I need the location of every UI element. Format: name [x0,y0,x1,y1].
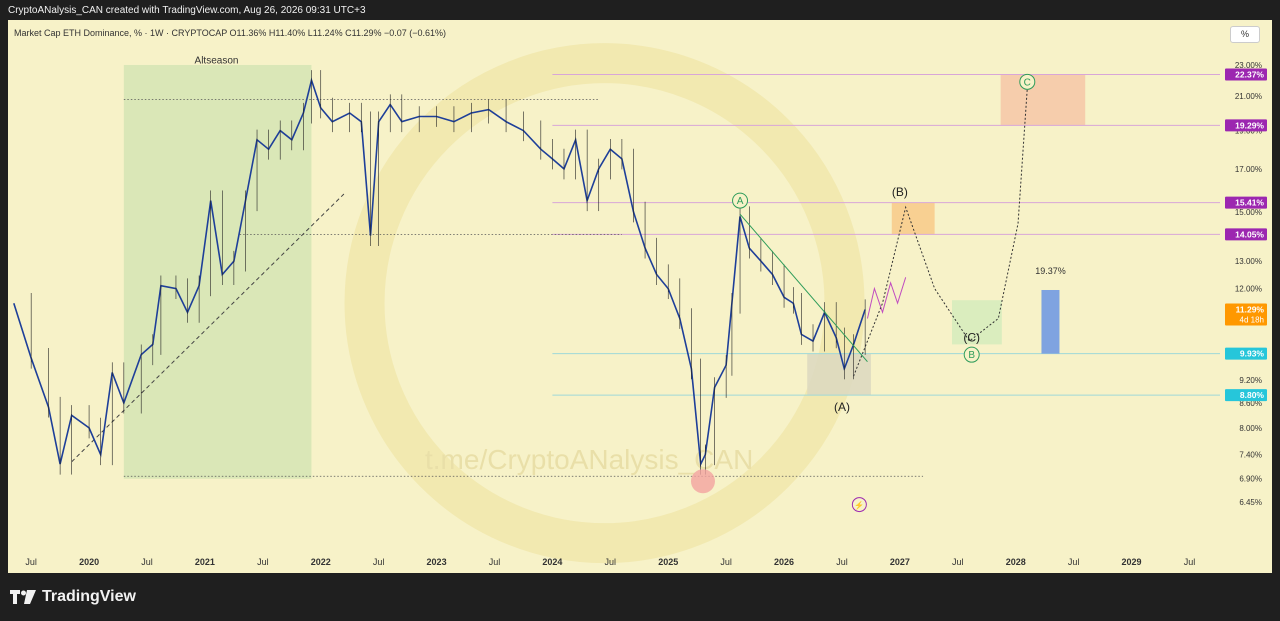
symbol-legend: Market Cap ETH Dominance, % · 1W · CRYPT… [14,28,447,38]
y-tick-label-12: 7.40% [1239,451,1262,460]
annotation-0: Altseason [195,55,239,66]
level-tag-4-text: 9.93% [1240,349,1265,359]
wave-label-3: (A) [834,400,850,414]
y-tick-label-1: 21.00% [1235,92,1262,101]
x-tick-label-5: 2022 [311,557,331,567]
zone-2 [1000,74,1086,126]
level-tag-5-bg [1225,389,1267,402]
level-tag-2-bg [1225,196,1267,209]
y-tick-label-10: 8.60% [1239,399,1262,408]
wave-label-circle-2 [1019,73,1036,90]
x-tick-label-20: Jul [1184,557,1196,567]
zone-0 [123,64,312,479]
wave-label-1: (B) [892,185,908,199]
y-tick-label-5: 13.00% [1235,257,1262,266]
wave-label-5: B [968,350,975,361]
x-tick-label-8: Jul [489,557,501,567]
watermark-group: t.me/CryptoANalysis_CAN [344,43,865,564]
x-tick-label-2: Jul [141,557,153,567]
y-tick-label-9: 9.20% [1239,376,1262,385]
current-price-tag-text: 11.29% [1236,305,1265,315]
wave-label-0: A [737,196,744,207]
current-price-tag-bg [1225,303,1267,326]
x-tick-label-1: 2020 [79,557,99,567]
brand-name: TradingView [42,588,136,605]
level-tag-2-text: 15.41% [1235,198,1264,208]
tradingview-logo-icon [10,590,36,604]
level-tag-1-text: 19.29% [1235,120,1264,130]
x-tick-label-12: Jul [720,557,732,567]
y-tick-label-11: 8.00% [1239,424,1262,433]
x-tick-label-17: 2028 [1006,557,1026,567]
y-tick-label-0: 23.00% [1235,61,1262,70]
y-tick-label-6: 12.00% [1235,285,1262,294]
watermark-ring [344,43,865,564]
current-price-tag-countdown: 4d 18h [1240,316,1264,325]
level-tag-4-bg [1225,347,1267,360]
zone-4 [807,353,871,396]
wave-label-2: C [1024,77,1031,88]
tradingview-brand[interactable]: TradingView [10,588,136,606]
x-tick-label-16: Jul [952,557,964,567]
measure-label: 19.37% [1035,266,1066,276]
publisher-credit: CryptoANalysis_CAN created with TradingV… [8,5,366,16]
level-tag-3-text: 14.05% [1235,229,1264,239]
y-tick-label-14: 6.45% [1239,498,1262,507]
x-tick-label-18: Jul [1068,557,1080,567]
level-tag-0-bg [1225,68,1267,81]
level-tag-5-text: 8.80% [1240,390,1265,400]
y-tick-label-13: 6.90% [1239,475,1262,484]
x-tick-label-10: Jul [605,557,617,567]
y-tick-label-4: 15.00% [1235,208,1262,217]
y-tick-label-3: 17.00% [1235,165,1262,174]
x-tick-label-0: Jul [25,557,37,567]
x-tick-label-15: 2027 [890,557,910,567]
x-tick-label-4: Jul [257,557,269,567]
wave-label-4: (C) [963,331,980,345]
x-tick-label-11: 2025 [658,557,678,567]
x-tick-label-13: 2026 [774,557,794,567]
x-tick-label-19: 2029 [1122,557,1142,567]
level-tag-0-text: 22.37% [1235,70,1264,80]
low-marker [690,469,715,494]
lightning-icon [851,497,867,513]
x-tick-label-14: Jul [836,557,848,567]
projection-zigzag [866,277,907,319]
wave-label-circle-0 [732,192,749,209]
x-tick-label-3: 2021 [195,557,215,567]
price-line [13,77,866,467]
level-tag-3-bg [1225,228,1267,241]
lightning-glyph: ⚡ [854,500,864,510]
x-tick-label-7: 2023 [427,557,447,567]
x-tick-label-9: 2024 [542,557,562,567]
level-tag-1-bg [1225,119,1267,132]
measure-bar [1041,289,1060,354]
x-tick-label-6: Jul [373,557,385,567]
trendline [71,193,345,463]
percent-scale-button[interactable]: % [1230,26,1260,43]
wave-label-circle-5 [963,346,980,363]
wave-trendline [739,213,868,363]
